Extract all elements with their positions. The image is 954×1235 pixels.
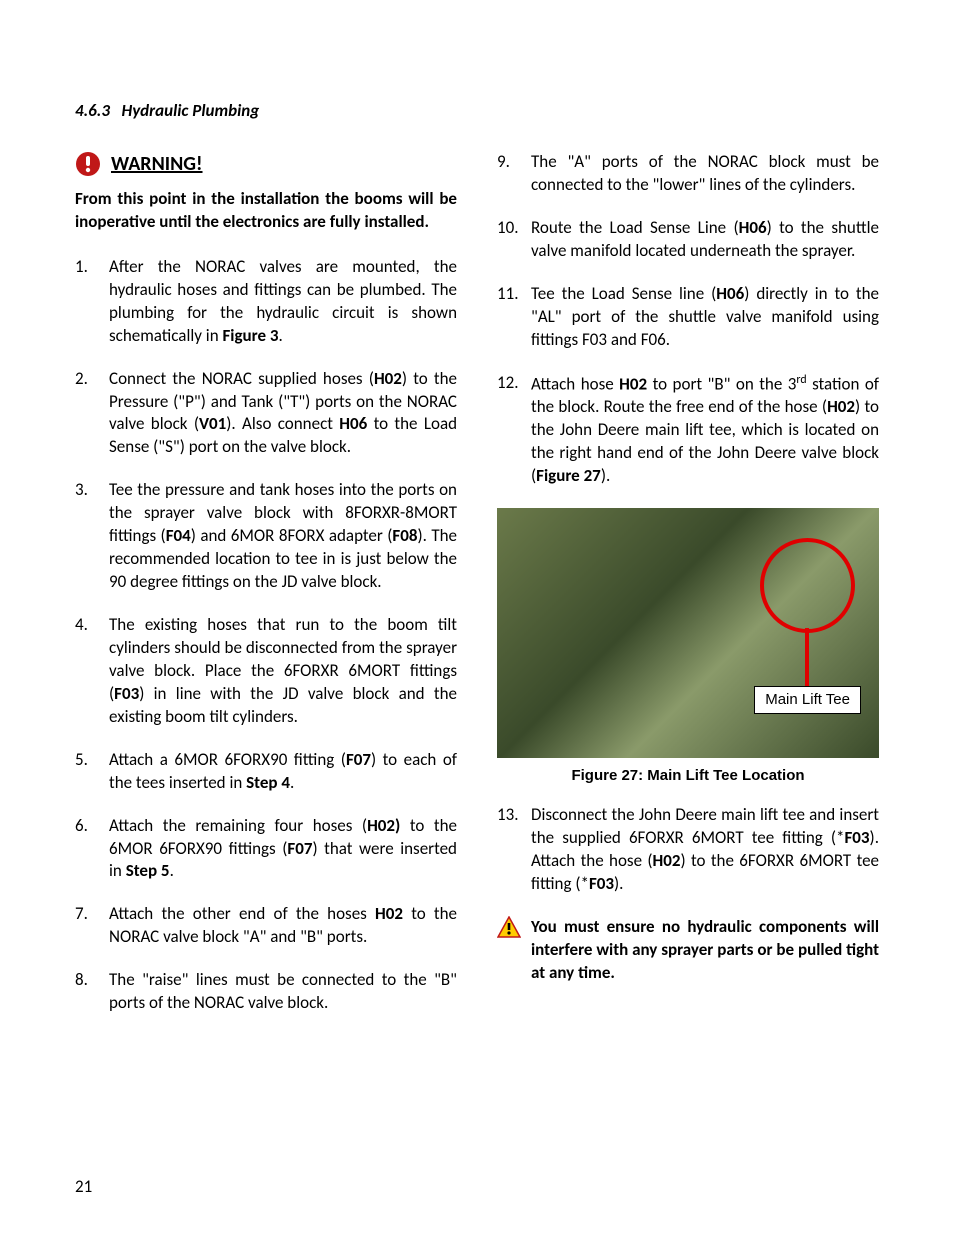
step-item: Tee the Load Sense line (H06) directly i… <box>497 283 879 352</box>
steps-list-right-a: The "A" ports of the NORAC block must be… <box>497 151 879 488</box>
section-number: 4.6.3 <box>75 100 110 121</box>
step-item: The "raise" lines must be connected to t… <box>75 969 457 1015</box>
step-item: Attach hose H02 to port "B" on the 3rd s… <box>497 372 879 488</box>
step-item: The "A" ports of the NORAC block must be… <box>497 151 879 197</box>
step-item: After the NORAC valves are mounted, the … <box>75 256 457 348</box>
step-item: Connect the NORAC supplied hoses (H02) t… <box>75 368 457 460</box>
step-item: Tee the pressure and tank hoses into the… <box>75 479 457 594</box>
steps-list-right-b: Disconnect the John Deere main lift tee … <box>497 804 879 896</box>
section-heading: 4.6.3 Hydraulic Plumbing <box>75 100 879 123</box>
step-item: The existing hoses that run to the boom … <box>75 614 457 729</box>
figure-callout-circle <box>760 538 855 633</box>
step-item: Attach the remaining four hoses (H02) to… <box>75 815 457 884</box>
section-title: Hydraulic Plumbing <box>121 100 259 121</box>
warning-label: WARNING! <box>111 151 203 178</box>
figure-caption: Figure 27: Main Lift Tee Location <box>497 766 879 786</box>
warning-icon <box>75 151 101 177</box>
warning-header: WARNING! <box>75 151 457 178</box>
step-item: Attach a 6MOR 6FORX90 fitting (F07) to e… <box>75 749 457 795</box>
caution-block: You must ensure no hydraulic components … <box>497 916 879 985</box>
two-column-layout: WARNING! From this point in the installa… <box>75 151 879 1035</box>
right-column: The "A" ports of the NORAC block must be… <box>497 151 879 1035</box>
step-item: Route the Load Sense Line (H06) to the s… <box>497 217 879 263</box>
step-item: Attach the other end of the hoses H02 to… <box>75 903 457 949</box>
figure-callout-label: Main Lift Tee <box>754 686 861 714</box>
figure-image: Main Lift Tee <box>497 508 879 758</box>
steps-list-left: After the NORAC valves are mounted, the … <box>75 256 457 1015</box>
page-number: 21 <box>75 1176 92 1199</box>
figure-27: Main Lift Tee Figure 27: Main Lift Tee L… <box>497 508 879 786</box>
caution-text: You must ensure no hydraulic components … <box>531 916 879 985</box>
step-item: Disconnect the John Deere main lift tee … <box>497 804 879 896</box>
caution-icon <box>497 916 521 938</box>
left-column: WARNING! From this point in the installa… <box>75 151 457 1035</box>
warning-note: From this point in the installation the … <box>75 188 457 234</box>
